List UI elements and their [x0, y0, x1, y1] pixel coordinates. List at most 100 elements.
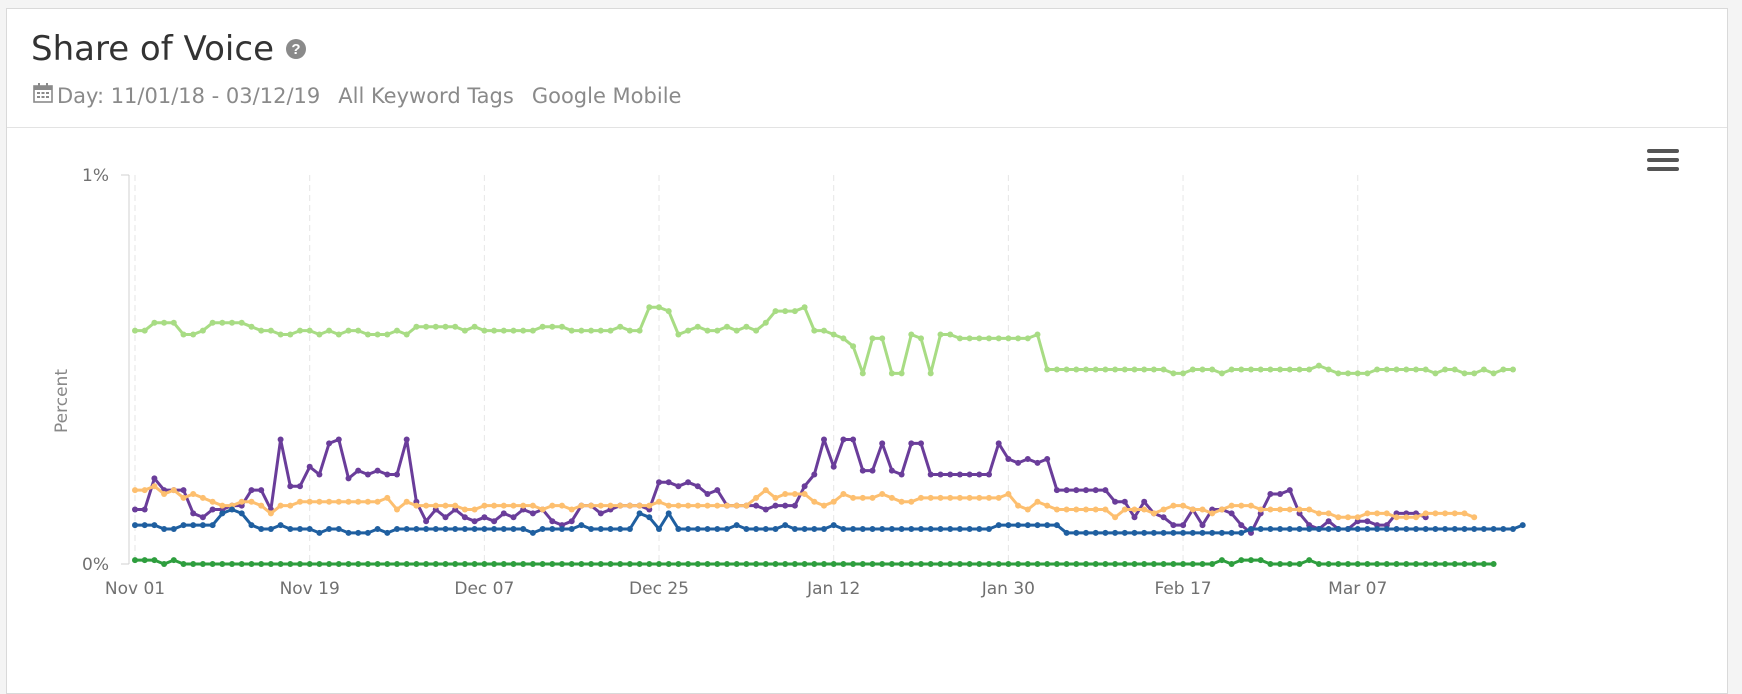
- data-point: [859, 467, 866, 474]
- data-point: [345, 475, 352, 482]
- data-point: [1267, 561, 1274, 567]
- data-point: [1063, 366, 1070, 373]
- data-point: [869, 335, 876, 342]
- data-point: [859, 494, 866, 501]
- data-point: [1170, 522, 1177, 529]
- data-point: [1325, 518, 1332, 525]
- data-point: [1480, 366, 1487, 373]
- data-point: [918, 440, 924, 447]
- data-point: [413, 502, 420, 509]
- data-point: [1296, 506, 1303, 513]
- data-point: [1112, 498, 1119, 505]
- data-point: [753, 327, 760, 334]
- data-point: [1053, 487, 1060, 494]
- data-point: [539, 506, 546, 513]
- data-point: [888, 370, 895, 377]
- data-point: [927, 526, 934, 532]
- data-point: [568, 526, 575, 532]
- data-point: [646, 304, 653, 311]
- data-point: [423, 323, 430, 330]
- data-point: [1209, 510, 1216, 517]
- data-point: [588, 327, 595, 334]
- data-point: [229, 319, 235, 326]
- data-point: [500, 327, 507, 334]
- data-point: [423, 526, 430, 532]
- data-point: [238, 561, 245, 567]
- data-point: [937, 526, 944, 532]
- data-point: [326, 440, 333, 447]
- data-point: [297, 526, 303, 532]
- data-point: [413, 526, 420, 532]
- x-tick-label: Dec 25: [629, 579, 689, 599]
- data-point: [423, 518, 430, 525]
- data-point: [1024, 335, 1031, 342]
- x-tick-label: Feb 17: [1154, 579, 1211, 599]
- data-point: [1170, 561, 1177, 567]
- data-point: [180, 561, 187, 567]
- data-point: [937, 494, 944, 501]
- data-point: [132, 487, 138, 494]
- data-point: [636, 510, 643, 517]
- data-point: [335, 498, 342, 505]
- data-point: [1228, 510, 1235, 517]
- data-point: [141, 327, 148, 334]
- question-circle-icon[interactable]: ?: [285, 39, 306, 59]
- data-point: [1083, 529, 1089, 536]
- data-point: [656, 526, 662, 532]
- data-point: [1480, 526, 1487, 532]
- data-point: [685, 526, 692, 532]
- data-point: [529, 529, 536, 536]
- data-point: [1248, 557, 1254, 564]
- data-point: [267, 526, 274, 532]
- chart-series: [132, 304, 1526, 567]
- data-point: [1141, 529, 1148, 536]
- data-point: [452, 561, 459, 567]
- data-point: [277, 502, 284, 509]
- data-point: [1383, 510, 1390, 517]
- data-point: [1471, 526, 1478, 532]
- data-point: [568, 327, 575, 334]
- data-point: [772, 502, 779, 509]
- data-point: [1277, 491, 1284, 497]
- data-point: [384, 529, 391, 536]
- data-point: [1519, 522, 1526, 529]
- data-point: [141, 506, 148, 513]
- data-point: [636, 502, 643, 509]
- data-point: [1364, 370, 1371, 377]
- data-point: [1160, 529, 1167, 536]
- data-point: [588, 502, 595, 509]
- data-point: [1238, 557, 1245, 564]
- data-point: [607, 327, 614, 334]
- data-point: [1005, 561, 1012, 567]
- data-point: [1083, 561, 1089, 567]
- data-point: [403, 331, 410, 338]
- data-point: [724, 502, 730, 509]
- data-point: [1131, 561, 1138, 567]
- data-point: [840, 335, 847, 342]
- data-point: [1306, 366, 1313, 373]
- data-point: [762, 526, 769, 532]
- data-point: [724, 323, 730, 330]
- data-point: [656, 479, 662, 486]
- data-point: [1306, 526, 1313, 532]
- data-point: [161, 491, 168, 497]
- data-point: [1510, 526, 1516, 532]
- data-point: [1102, 366, 1109, 373]
- data-point: [287, 561, 294, 567]
- data-point: [1170, 529, 1177, 536]
- data-point: [151, 557, 158, 564]
- data-point: [1063, 506, 1070, 513]
- data-point: [1335, 526, 1342, 532]
- data-point: [394, 506, 400, 513]
- data-point: [578, 522, 585, 529]
- data-point: [675, 526, 682, 532]
- data-point: [1277, 366, 1284, 373]
- hamburger-menu-icon[interactable]: [1647, 149, 1679, 175]
- data-point: [413, 323, 420, 330]
- data-point: [335, 436, 342, 443]
- data-point: [626, 526, 633, 532]
- data-point: [830, 331, 837, 338]
- data-point: [1189, 366, 1196, 373]
- data-point: [918, 561, 924, 567]
- data-point: [500, 502, 507, 509]
